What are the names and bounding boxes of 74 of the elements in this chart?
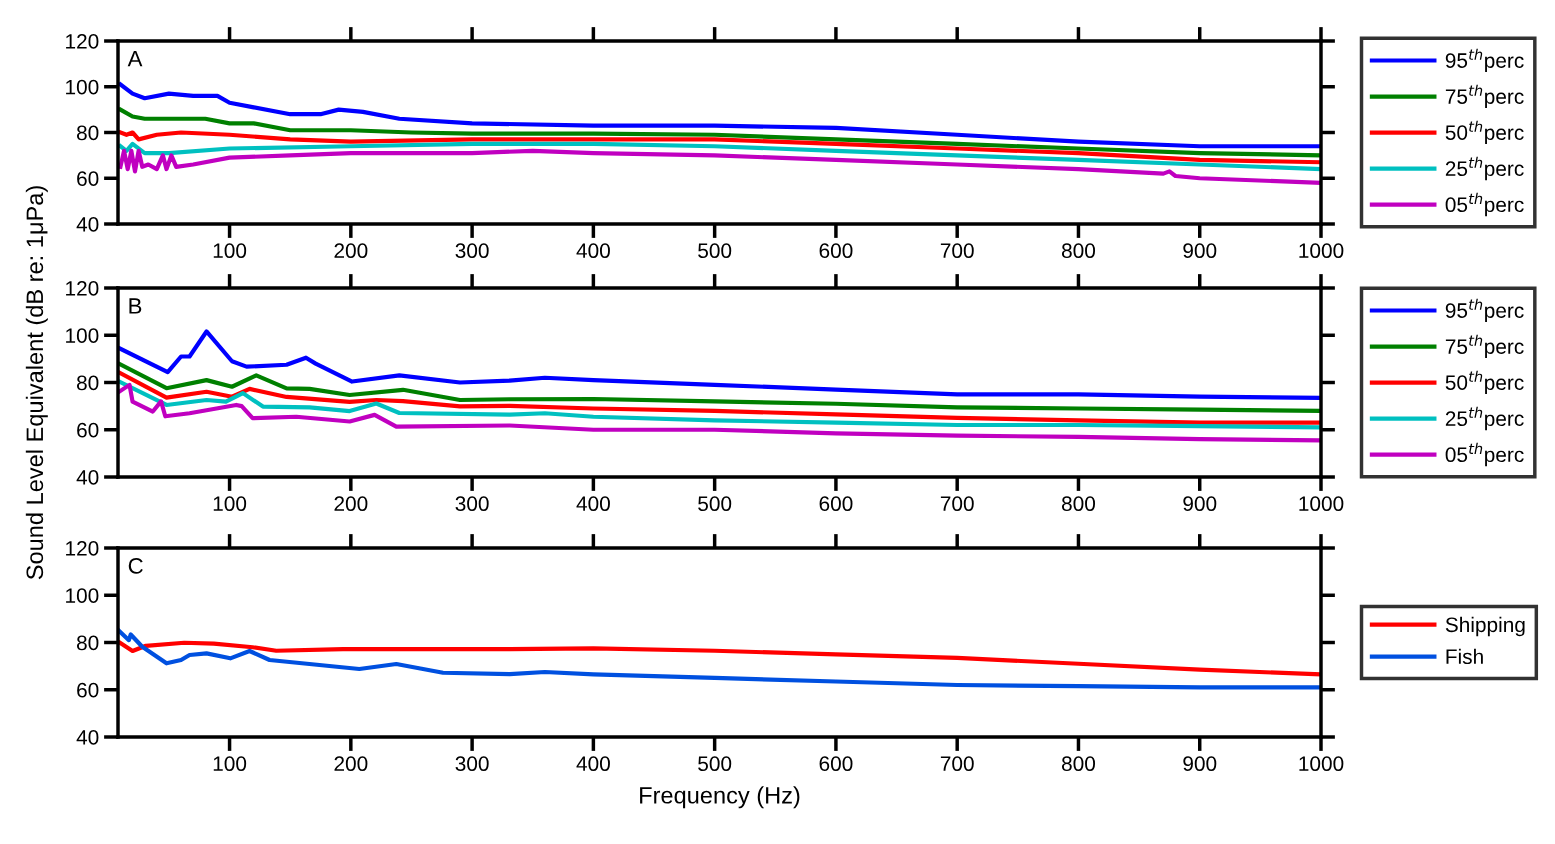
x-tick-label: 700 [940,496,974,512]
x-tick-label: 300 [455,496,489,512]
line-series [118,329,1321,400]
chart-title: C [128,558,143,574]
y-tick-label: 60 [77,171,99,186]
x-tick-label: 1000 [1299,756,1344,772]
x-tick-label: 900 [1183,756,1217,772]
legend-label: Shipping [1445,616,1525,637]
legend-label: 25$^{th}$perc [1445,156,1524,181]
line-series [118,628,1321,690]
y-axis-title: Sound Level Equivalent (dB re: 1μPa) [25,186,48,580]
legend-label: 05$^{th}$perc [1445,442,1524,467]
y-tick-label: 100 [66,588,99,603]
x-tick-label: 800 [1061,756,1096,772]
x-tick-label: 300 [455,756,489,772]
legend-label: 25$^{th}$perc [1445,406,1524,431]
y-tick-label: 40 [76,470,99,485]
x-tick-label: 600 [819,496,853,512]
y-tick-label: 80 [76,635,99,651]
x-tick-label: 900 [1183,243,1217,259]
y-tick-label: 120 [66,541,99,556]
x-tick-label: 400 [576,756,610,772]
x-tick-label: 1000 [1299,243,1344,259]
line-series [118,82,1321,149]
y-tick-label: 80 [76,375,99,391]
y-tick-label: 60 [77,682,99,698]
line-series [118,640,1321,677]
x-tick-label: 200 [334,756,368,772]
line-series [118,382,1321,443]
y-tick-label: 100 [66,328,99,343]
line-series [118,141,1321,172]
legend-label: 50$^{th}$perc [1445,370,1524,395]
x-tick-label: 900 [1183,496,1217,512]
x-tick-label: 700 [940,756,974,772]
x-tick-label: 400 [576,496,610,512]
x-tick-label: 200 [334,243,368,259]
legend-label: 75$^{th}$perc [1445,84,1524,109]
y-tick-label: 40 [76,730,99,745]
x-tick-label: 400 [576,243,610,259]
line-series [118,107,1321,158]
x-tick-label: 300 [455,243,489,259]
chart-title: A [127,50,143,67]
legend-label: 05$^{th}$perc [1445,192,1524,217]
x-tick-label: 800 [1061,496,1096,512]
x-tick-label: 500 [698,756,732,772]
line-series [118,148,1321,185]
y-tick-label: 40 [76,217,99,232]
y-tick-label: 80 [76,125,99,141]
y-tick-label: 100 [66,79,99,95]
x-tick-label: 600 [819,243,853,259]
legend-label: 50$^{th}$perc [1445,120,1524,145]
x-tick-label: 600 [819,756,853,772]
legend-label: 95$^{th}$perc [1445,48,1524,73]
x-tick-label: 100 [213,243,247,259]
x-tick-label: 500 [698,243,732,259]
legend-label: 75$^{th}$perc [1445,334,1524,359]
y-tick-label: 60 [77,422,99,438]
x-tick-label: 700 [940,243,974,259]
y-tick-label: 120 [66,281,99,296]
x-tick-label: 100 [213,496,247,512]
line-series [118,130,1321,165]
x-tick-label: 800 [1061,243,1096,259]
text: 95$^{th}$perc [1445,298,1524,323]
y-tick-label: 120 [66,34,99,49]
x-tick-label: 1000 [1299,496,1344,512]
x-tick-label: 200 [334,496,368,512]
legend-label: Fish [1446,648,1483,665]
chart-title: B [129,298,142,314]
line-series [118,370,1321,425]
line-series [118,379,1321,430]
x-axis-title: Frequency (Hz) [640,786,800,809]
x-tick-label: 500 [698,496,732,512]
line-series [118,361,1321,413]
x-tick-label: 100 [213,756,247,772]
